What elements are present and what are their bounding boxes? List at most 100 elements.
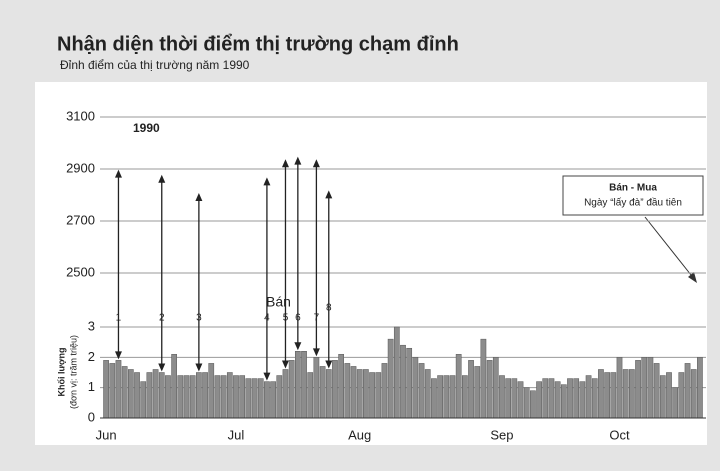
bar	[165, 375, 171, 419]
bar	[474, 366, 481, 419]
bar	[585, 375, 592, 419]
bar	[418, 363, 425, 419]
bar	[387, 338, 394, 419]
arrowhead	[114, 351, 122, 360]
signal-number: 6	[295, 313, 301, 324]
bar	[375, 372, 382, 419]
bar	[406, 347, 413, 419]
arrowhead	[195, 193, 203, 201]
note-arrow	[644, 216, 696, 281]
x-tick-label: Sep	[490, 427, 513, 442]
bar	[350, 366, 357, 419]
bar	[363, 369, 369, 419]
arrowhead	[325, 190, 333, 199]
bar	[381, 363, 388, 419]
bar	[622, 369, 629, 419]
bar	[653, 363, 660, 419]
bar	[239, 375, 246, 419]
note-text: Ngày “lấy đà” đầu tiên	[584, 197, 682, 209]
bar	[480, 338, 487, 419]
bar	[443, 375, 450, 419]
bar	[313, 357, 320, 419]
bar	[629, 369, 635, 419]
bar	[486, 360, 493, 419]
bar	[264, 381, 270, 419]
bar	[319, 366, 326, 419]
signal-number: 7	[314, 313, 320, 324]
arrowhead	[263, 372, 271, 381]
bar	[573, 378, 580, 419]
year-label: 1990	[133, 121, 160, 135]
bar	[140, 381, 147, 419]
bar	[338, 354, 344, 419]
bar	[468, 360, 474, 419]
bar	[517, 381, 524, 419]
arrowhead	[312, 159, 320, 168]
bar	[276, 375, 283, 419]
note-box	[562, 175, 704, 216]
bar	[282, 369, 289, 419]
bar	[208, 363, 215, 419]
bar	[189, 375, 196, 419]
bar	[672, 387, 679, 419]
bar	[690, 369, 697, 419]
bar	[214, 375, 221, 419]
bar	[591, 378, 598, 419]
bar	[641, 357, 648, 419]
bar	[554, 381, 561, 419]
bar	[158, 372, 165, 419]
bar	[536, 381, 542, 419]
bar	[270, 381, 276, 419]
bar	[245, 378, 252, 419]
bar	[424, 369, 431, 419]
note-title: Bán - Mua	[609, 183, 657, 194]
bar	[257, 378, 264, 419]
y2-tick-label: 3100	[66, 108, 95, 123]
bar	[233, 375, 239, 419]
bar	[697, 357, 703, 419]
signal-number: 1	[116, 313, 122, 324]
bar	[301, 351, 307, 419]
bar	[511, 378, 518, 419]
y2-tick-label: 2900	[66, 160, 95, 175]
bar	[134, 372, 140, 419]
y2-tick-label: 2700	[66, 212, 95, 227]
signal-number: 3	[196, 313, 202, 324]
bar	[530, 390, 536, 419]
bar	[431, 378, 437, 419]
x-tick-label: Oct	[609, 427, 630, 442]
bar	[455, 354, 462, 419]
bar	[220, 375, 227, 419]
bar	[449, 375, 456, 419]
bar	[604, 372, 610, 419]
bar	[307, 372, 314, 419]
x-tick-label: Jul	[228, 427, 245, 442]
sell-label: Bán	[266, 294, 291, 310]
y2-tick-label: 2500	[66, 264, 95, 279]
bar	[171, 354, 177, 419]
bar	[196, 372, 202, 419]
bar	[177, 375, 184, 419]
y-tick-label: 1	[88, 379, 95, 394]
bar	[288, 360, 295, 419]
bar	[369, 372, 375, 419]
bar	[251, 378, 258, 419]
arrowhead	[312, 348, 320, 357]
bar	[462, 375, 468, 419]
signal-number: 5	[283, 313, 289, 324]
bar	[356, 369, 363, 419]
bar	[121, 366, 128, 419]
chart-title: Nhận diện thời điểm thị trường chạm đỉnh	[57, 33, 459, 55]
bar	[492, 357, 499, 419]
bar	[146, 372, 153, 419]
bar	[542, 378, 549, 419]
bar	[659, 375, 666, 419]
bar	[332, 360, 338, 419]
bar	[202, 372, 208, 419]
bar	[560, 384, 567, 419]
bar	[523, 387, 530, 419]
arrowhead	[158, 363, 166, 372]
chart-subtitle: Đỉnh điểm của thị trường năm 1990	[60, 58, 250, 72]
y-axis-unit: (đơn vị: trăm triệu)	[68, 335, 78, 409]
